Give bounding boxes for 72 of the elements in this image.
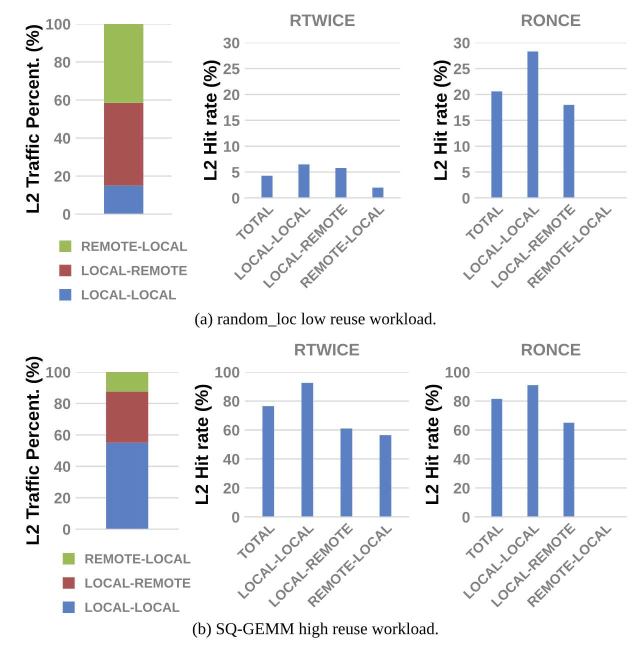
bar [106, 392, 148, 443]
bar [372, 188, 384, 198]
y-tick-label: 5 [462, 167, 470, 178]
chart-title: RONCE [522, 14, 580, 26]
y-tick-label: 100 [46, 18, 70, 30]
bar [527, 385, 538, 517]
y-tick-label: 40 [54, 461, 70, 472]
y-tick-label: 80 [54, 56, 70, 68]
bar [106, 442, 148, 530]
y-axis-title: L2 Hit rate (%) [203, 60, 220, 180]
y-tick-label: 5 [232, 167, 240, 178]
y-tick-label: 20 [54, 170, 70, 182]
y-tick-label: 40 [54, 132, 70, 144]
y-tick-label: 30 [454, 38, 470, 48]
y-tick-label: 80 [223, 396, 240, 407]
text: (a) random_loc low reuse workload. [195, 312, 436, 328]
y-tick-label: 80 [54, 398, 70, 410]
y-tick-label: 0 [462, 192, 470, 204]
bar [527, 52, 538, 198]
bar [262, 406, 274, 517]
bar [491, 91, 502, 198]
bar [298, 164, 310, 198]
legend-label: LOCAL-LOCAL [82, 290, 176, 300]
y-tick-label: 25 [224, 63, 240, 74]
chart-title: RTWICE [290, 14, 355, 26]
y-tick-label: 100 [215, 366, 240, 378]
y-tick-label: 60 [54, 430, 70, 441]
y-tick-label: 0 [62, 524, 70, 535]
bar [380, 435, 392, 517]
bar [563, 104, 574, 198]
bar [301, 382, 314, 517]
y-tick-label: 15 [224, 115, 240, 126]
bar [340, 428, 352, 517]
bar [104, 102, 144, 186]
y-axis-title: L2 Hit rate (%) [425, 384, 442, 504]
y-tick-label: 0 [462, 512, 470, 523]
y-tick-label: 100 [446, 366, 470, 378]
y-tick-label: 60 [224, 424, 240, 436]
y-tick-label: 30 [223, 38, 240, 48]
y-tick-label: 40 [223, 454, 240, 465]
y-tick-label: 10 [454, 141, 470, 152]
y-tick-label: 25 [454, 63, 470, 74]
y-tick-label: 40 [454, 454, 470, 465]
y-tick-label: 80 [454, 396, 470, 407]
bar [106, 372, 148, 392]
y-axis-title: L2 Hit rate (%) [434, 60, 451, 180]
y-tick-label: 10 [224, 141, 240, 152]
y-tick-label: 60 [454, 424, 470, 436]
chart-title: RTWICE [295, 344, 360, 356]
y-tick-label: 20 [224, 89, 240, 100]
y-tick-label: 0 [232, 192, 240, 204]
y-tick-label: 0 [232, 512, 240, 523]
bar [261, 176, 273, 198]
legend-label: LOCAL-REMOTE [85, 578, 190, 588]
y-tick-label: 20 [454, 89, 470, 100]
y-axis-title: L2 Hit rate (%) [194, 384, 212, 504]
bar [104, 186, 144, 214]
y-axis-title: L2 Traffic Percent. (%) [26, 356, 43, 544]
bar [491, 398, 502, 517]
y-tick-label: 0 [62, 209, 70, 220]
bar [104, 24, 144, 103]
y-tick-label: 20 [54, 492, 70, 504]
y-tick-label: 15 [454, 115, 470, 126]
y-axis-title: L2 Traffic Percent. (%) [26, 25, 43, 213]
y-tick-label: 100 [46, 366, 70, 378]
y-tick-label: 20 [224, 482, 240, 494]
bar [563, 422, 574, 517]
y-tick-label: 20 [454, 482, 470, 494]
text: (b) SQ-GEMM high reuse workload. [192, 622, 438, 638]
chart-title: RONCE [522, 344, 580, 356]
y-tick-label: 60 [54, 94, 70, 106]
bar [335, 168, 346, 198]
